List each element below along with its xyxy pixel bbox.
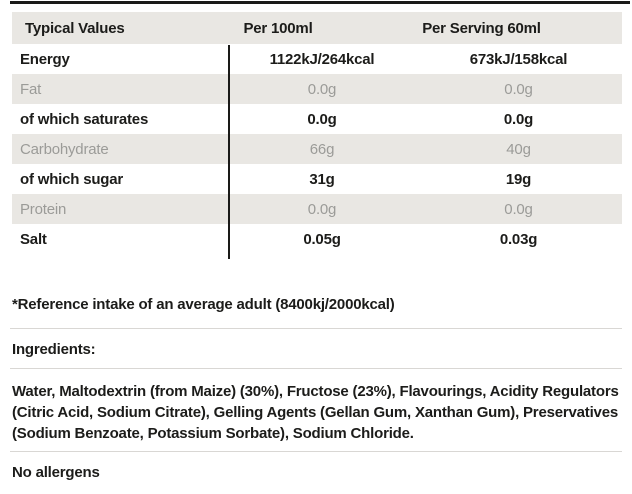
row-serving-value: 0.0g [504,80,533,98]
table-top-rule [10,1,630,4]
table-row-fat: Fat 0.0g 0.0g [12,74,622,104]
row-label: of which sugar [20,170,124,188]
table-header-row: Typical Values Per 100ml Per Serving 60m… [12,12,622,44]
section-divider [10,451,622,452]
section-divider [10,368,622,369]
row-label: of which saturates [20,110,149,128]
allergens-note: No allergens [12,464,100,481]
nutrition-table: Typical Values Per 100ml Per Serving 60m… [12,12,622,259]
table-row-saturates: of which saturates 0.0g 0.0g [12,104,622,134]
row-label: Carbohydrate [20,140,109,158]
row-per100-value: 0.0g [307,110,337,128]
row-label: Protein [20,200,67,218]
row-serving-value: 0.0g [503,110,534,128]
table-row-salt: Salt 0.05g 0.03g [12,224,622,254]
row-serving-value: 19g [505,170,532,188]
row-label: Energy [20,50,70,68]
row-per100-value: 31g [309,170,335,188]
table-column-divider [228,45,230,259]
table-row-energy: Energy 1122kJ/264kcal 673kJ/158kcal [12,44,622,74]
row-serving-value: 0.03g [499,230,538,248]
column-header-per-serving: Per Serving 60ml [422,19,541,37]
row-per100-value: 0.0g [307,200,337,218]
table-row-carbohydrate: Carbohydrate 66g 40g [12,134,622,164]
row-per100-value: 66g [309,140,335,158]
row-serving-value: 0.0g [504,200,533,218]
row-serving-value: 40g [506,140,531,158]
column-header-typical-values: Typical Values [25,19,125,37]
table-row-protein: Protein 0.0g 0.0g [12,194,622,224]
table-row-sugar: of which sugar 31g 19g [12,164,622,194]
section-divider [10,328,622,329]
row-serving-value: 673kJ/158kcal [469,50,568,68]
row-label: Fat [20,80,42,98]
row-per100-value: 1122kJ/264kcal [269,50,375,68]
column-header-per-100ml: Per 100ml [243,19,313,37]
row-per100-value: 0.05g [303,230,341,248]
ingredients-heading: Ingredients: [12,341,96,358]
row-per100-value: 0.0g [307,80,337,98]
reference-intake-note: *Reference intake of an average adult (8… [12,296,395,313]
ingredients-text: Water, Maltodextrin (from Maize) (30%), … [12,383,619,442]
row-label: Salt [20,230,47,248]
